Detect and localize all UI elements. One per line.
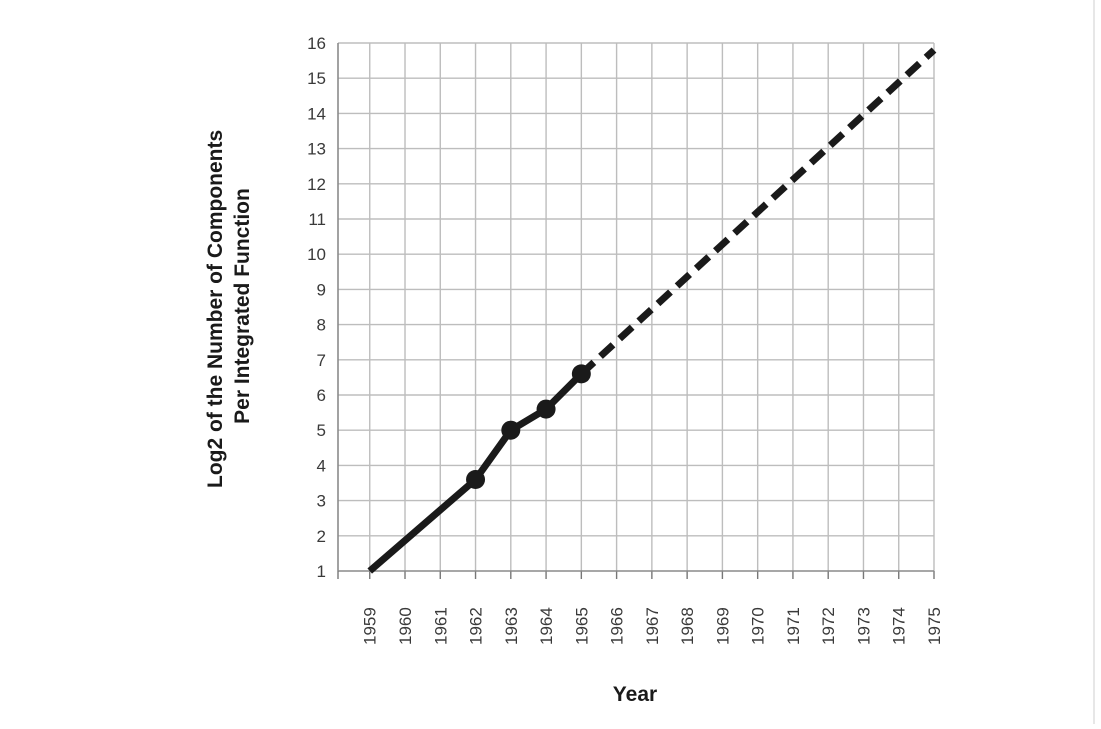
y-tick-label: 12 xyxy=(307,175,326,194)
x-tick-label: 1972 xyxy=(819,607,838,645)
x-tick-label: 1968 xyxy=(678,607,697,645)
y-tick-label: 15 xyxy=(307,69,326,88)
x-tick-label: 1970 xyxy=(749,607,768,645)
y-tick-label: 9 xyxy=(317,280,326,299)
x-tick-label: 1973 xyxy=(854,607,873,645)
y-tick-label: 6 xyxy=(317,386,326,405)
x-tick-label: 1966 xyxy=(608,607,627,645)
data-point-marker xyxy=(536,399,556,419)
x-tick-label: 1960 xyxy=(396,607,415,645)
y-axis-label-line-1: Log2 of the Number of Components xyxy=(204,130,227,488)
x-tick-label: 1975 xyxy=(925,607,944,645)
x-tick-label: 1969 xyxy=(713,607,732,645)
plot-frame xyxy=(337,43,935,579)
y-tick-label: 2 xyxy=(317,527,326,546)
x-axis-label: Year xyxy=(613,683,657,706)
x-tick-label: 1961 xyxy=(431,607,450,645)
y-axis-label: Log2 of the Number of Components Per Int… xyxy=(204,124,254,488)
y-tick-label: 3 xyxy=(317,492,326,511)
y-tick-label: 16 xyxy=(307,34,326,53)
y-tick-label: 4 xyxy=(317,456,326,475)
y-tick-label: 1 xyxy=(317,562,326,581)
x-tick-label: 1962 xyxy=(467,607,486,645)
y-axis-label-line-2: Per Integrated Function xyxy=(231,188,254,424)
y-tick-label: 11 xyxy=(308,210,326,229)
x-tick-label: 1971 xyxy=(784,607,803,645)
y-tick-label: 14 xyxy=(307,104,326,123)
gridlines xyxy=(338,42,935,571)
x-tick-label: 1959 xyxy=(361,607,380,645)
x-tick-label: 1964 xyxy=(537,607,556,645)
y-tick-label: 13 xyxy=(307,140,326,159)
x-tick-label: 1974 xyxy=(890,607,909,645)
x-tick-labels: 1959 1960 1961 1962 1963 1964 1965 1966 1967 1968… xyxy=(361,607,944,645)
y-tick-label: 5 xyxy=(317,421,326,440)
y-tick-label: 8 xyxy=(317,316,326,335)
y-tick-label: 10 xyxy=(307,245,326,264)
x-tick-label: 1967 xyxy=(643,607,662,645)
data-point-marker xyxy=(466,469,486,489)
x-tick-label: 1963 xyxy=(502,607,521,645)
data-point-marker xyxy=(571,364,591,384)
projection-line xyxy=(578,47,937,377)
data-point-marker xyxy=(501,420,521,440)
data-markers xyxy=(466,364,591,489)
x-tick-label: 1965 xyxy=(572,607,591,645)
y-tick-label: 7 xyxy=(317,351,326,370)
